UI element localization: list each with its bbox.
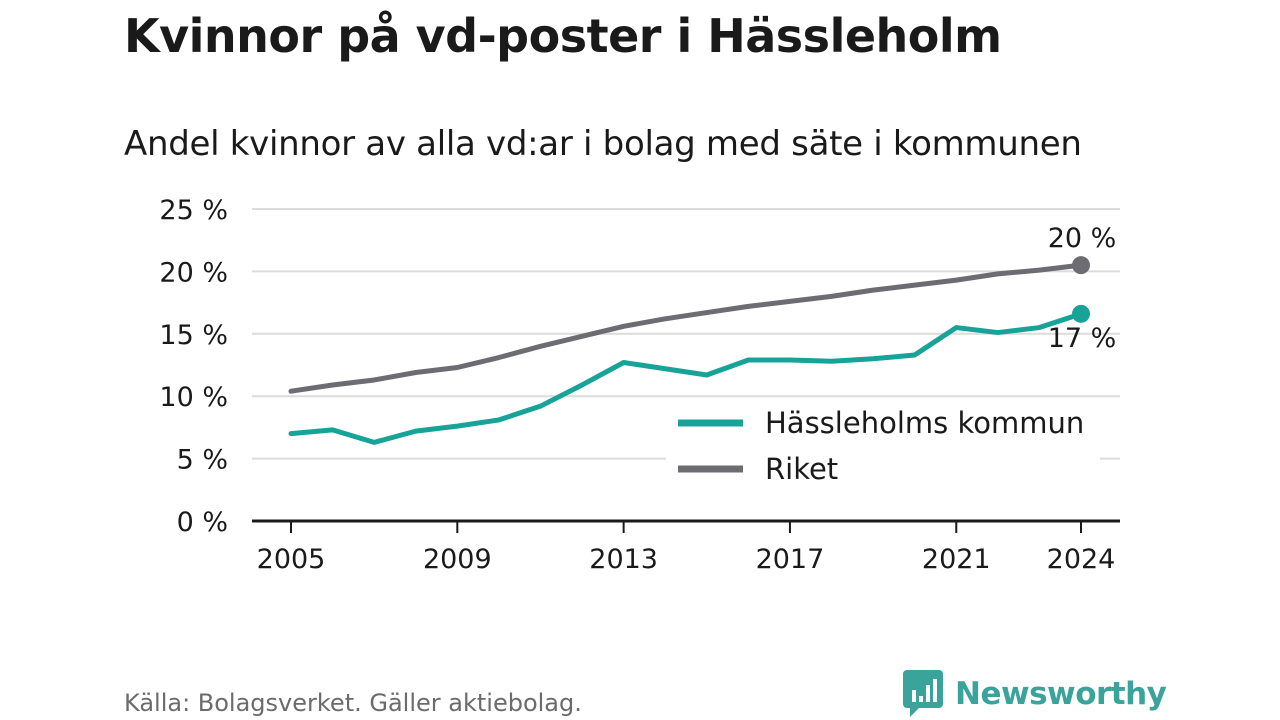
y-tick-label: 25 % <box>159 195 228 226</box>
legend-label: Hässleholms kommun <box>765 406 1084 440</box>
source-note: Källa: Bolagsverket. Gäller aktiebolag. <box>124 689 582 717</box>
chart-title: Kvinnor på vd-poster i Hässleholm <box>124 9 1002 63</box>
x-tick-label: 2013 <box>589 544 658 575</box>
legend-label: Riket <box>765 452 838 486</box>
y-tick-label: 0 % <box>177 507 228 538</box>
brand-name: Newsworthy <box>955 676 1167 712</box>
y-tick-label: 15 % <box>159 320 228 351</box>
chart-bubble-icon <box>903 670 943 717</box>
x-tick-label: 2005 <box>257 544 326 575</box>
line-chart: 0 % 5 % 10 % 15 % 20 % 25 % Hässleholms kommun… <box>159 195 1120 575</box>
y-tick-label: 10 % <box>159 382 228 413</box>
chart-subtitle: Andel kvinnor av alla vd:ar i bolag med … <box>124 124 1082 164</box>
series-line <box>288 262 1084 394</box>
y-tick-label: 5 % <box>177 445 228 476</box>
end-point <box>1072 304 1090 323</box>
end-point <box>1072 256 1090 275</box>
x-tick-label: 2017 <box>756 544 825 575</box>
x-tick-label: 2021 <box>922 544 991 575</box>
brand-logo: Newsworthy <box>903 670 1167 718</box>
end-value-label: 20 % <box>1048 223 1117 254</box>
x-tick-label: 2009 <box>423 544 492 575</box>
y-tick-label: 20 % <box>159 257 228 288</box>
end-value-label: 17 % <box>1048 323 1117 354</box>
x-tick-label: 2024 <box>1047 544 1116 575</box>
series-line <box>288 311 1084 445</box>
legend-background <box>666 398 1100 490</box>
